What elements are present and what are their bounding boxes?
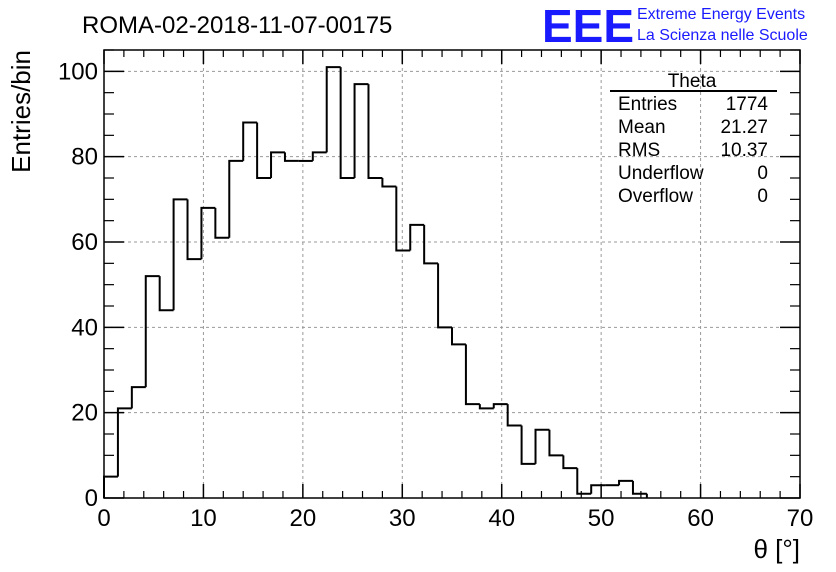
histogram-bin (548, 429, 564, 457)
stats-row-value: 0 (757, 163, 768, 184)
histogram-bin (242, 121, 258, 161)
stats-row-label: Underflow (618, 163, 704, 184)
histogram-bin (409, 223, 425, 251)
x-tick-label: 10 (190, 505, 217, 532)
stats-row-value: 0 (757, 186, 768, 207)
x-tick-label: 60 (687, 505, 714, 532)
stats-row-label: Entries (618, 94, 677, 115)
histogram-bin (464, 344, 480, 406)
stats-row-value: 1774 (726, 94, 769, 115)
logo-line-1: Extreme Energy Events (637, 6, 805, 23)
y-tick-label: 40 (71, 314, 98, 341)
histogram-bin (283, 152, 299, 162)
histogram-bin (562, 455, 578, 470)
histogram-bin (103, 475, 118, 498)
histogram-bin (478, 404, 494, 410)
x-tick-label: 40 (488, 505, 515, 532)
histogram-bin (367, 84, 383, 179)
y-axis-title: Entries/bin (6, 50, 36, 173)
histogram-bars (103, 66, 648, 498)
y-tick-labels: 0 20 40 60 80 100 (58, 58, 98, 512)
histogram-bin (492, 403, 508, 409)
histogram-bin (381, 178, 397, 188)
histogram-bin (451, 327, 466, 346)
histogram-bin (325, 66, 341, 153)
stats-row-label: Mean (618, 117, 666, 138)
histogram-bin (590, 484, 606, 494)
histogram-bin (311, 151, 327, 161)
y-tick-label: 80 (71, 144, 98, 171)
x-tick-label: 30 (389, 505, 416, 532)
histogram-bin (339, 67, 355, 179)
histogram-bin (144, 275, 160, 388)
histogram-bin (200, 206, 216, 260)
stats-row-label: RMS (618, 140, 660, 161)
histogram-bin (214, 207, 230, 239)
y-tick-label: 60 (71, 229, 98, 256)
stats-row-value: 21.27 (720, 117, 768, 138)
x-tick-label: 70 (787, 505, 814, 532)
x-tick-label: 20 (290, 505, 317, 532)
histogram-bin (186, 199, 202, 261)
histogram-bin (437, 263, 452, 329)
eee-logo: EEE Extreme Energy Events La Scienza nel… (542, 0, 808, 52)
histogram-bin (172, 198, 188, 311)
histogram-bin (116, 407, 132, 477)
x-axis-title: θ [°] (753, 534, 800, 564)
y-tick-label: 100 (58, 58, 98, 85)
histogram-bin (270, 151, 285, 178)
x-tick-labels: 0 10 20 30 40 50 60 70 (97, 505, 813, 532)
plot-frame (103, 49, 801, 499)
chart-title: ROMA-02-2018-11-07-00175 (82, 12, 392, 39)
histogram-bin (618, 479, 633, 486)
axis-ticks (103, 49, 801, 499)
histogram-bin (423, 224, 439, 265)
y-tick-label: 0 (85, 485, 98, 512)
y-tick-label: 20 (71, 400, 98, 427)
stats-row-value: 10.37 (720, 140, 768, 161)
stats-box: Theta Entries 1774 Mean 21.27 RMS 10.37 Underf… (610, 71, 777, 207)
histogram-bin (256, 122, 272, 179)
x-tick-label: 0 (97, 505, 110, 532)
histogram-bin (506, 404, 522, 427)
logo-line-2: La Scienza nelle Scuole (637, 27, 808, 44)
histogram-bin (158, 276, 174, 312)
logo-letters: EEE (542, 0, 634, 52)
histogram-bin (520, 425, 536, 465)
stats-row-label: Overflow (618, 186, 693, 207)
histogram-bin (130, 386, 146, 409)
x-tick-label: 50 (588, 505, 615, 532)
stats-title: Theta (668, 71, 717, 92)
histogram-bin (395, 186, 411, 252)
histogram-bin (353, 83, 369, 178)
histogram-bin (576, 468, 592, 495)
histogram-bin (534, 428, 550, 464)
grid (104, 50, 800, 498)
histogram-bin (631, 480, 647, 495)
stats-rows: Entries 1774 Mean 21.27 RMS 10.37 Underflow 0 Ov… (618, 94, 768, 207)
histogram-bin (228, 159, 244, 238)
